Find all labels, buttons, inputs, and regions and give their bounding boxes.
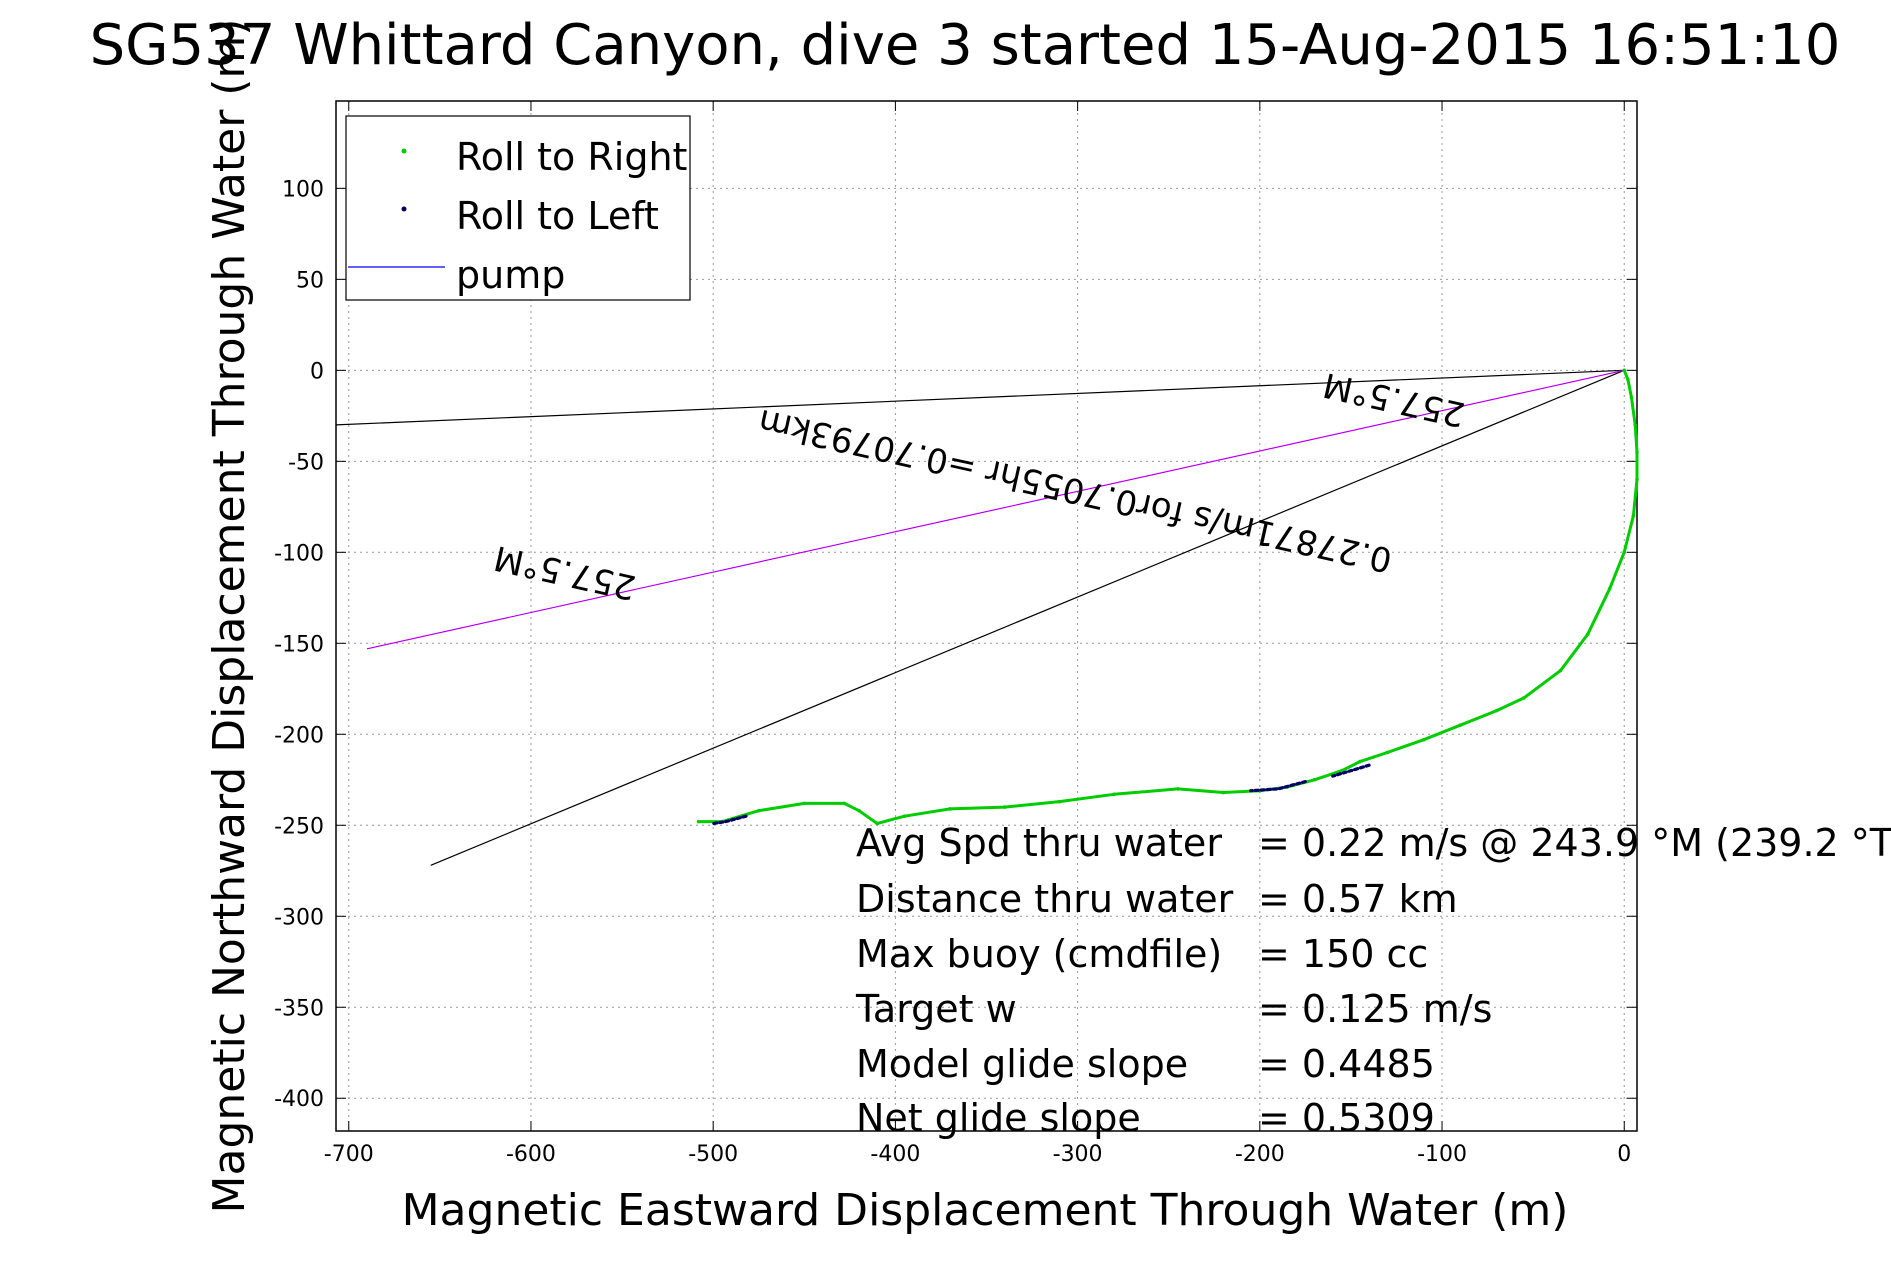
y-tick-label: -350 — [274, 996, 324, 1021]
chart-title: SG537 Whittard Canyon, dive 3 started 15… — [90, 13, 1841, 78]
series-point — [875, 821, 879, 826]
series-point — [1358, 759, 1362, 764]
series-point — [1633, 423, 1637, 427]
series-point — [1626, 377, 1630, 382]
series-point — [842, 801, 847, 806]
series-point — [1002, 805, 1007, 809]
stat-value-target-w: = 0.125 m/s — [1258, 987, 1492, 1031]
series-point — [1558, 668, 1563, 673]
series-point — [1622, 368, 1627, 373]
series-point — [948, 807, 952, 811]
x-axis-ticks: -700 -600 -500 -400 -300 -200 -100 0 — [324, 101, 1631, 1167]
series-point — [1607, 586, 1612, 591]
series-point — [1112, 792, 1116, 797]
dive-statistics: Avg Spd thru water = 0.22 m/s @ 243.9 °M… — [855, 821, 1891, 1140]
y-tick-label: -50 — [288, 450, 324, 475]
stat-label-net-glide: Net glide slope — [856, 1096, 1141, 1140]
plot-frame — [335, 100, 1638, 1132]
stat-value-net-glide: = 0.5309 — [1258, 1096, 1435, 1140]
reference-line — [366, 370, 1625, 650]
series-point — [1586, 632, 1590, 636]
legend-marker-roll-left — [401, 206, 407, 212]
series-point — [1635, 477, 1639, 482]
series-point — [1494, 708, 1499, 713]
reference-lines — [335, 369, 1625, 866]
stat-value-max-buoy: = 150 cc — [1258, 932, 1428, 976]
series-point — [802, 801, 807, 806]
series-point — [1622, 550, 1627, 555]
stat-label-max-buoy: Max buoy (cmdfile) — [856, 932, 1222, 976]
stat-label-target-w: Target w — [855, 987, 1017, 1031]
stat-label-model-glide: Model glide slope — [856, 1042, 1188, 1086]
legend-marker-roll-right — [401, 148, 407, 154]
stat-label-distance: Distance thru water — [856, 877, 1234, 921]
series-point — [1458, 723, 1463, 727]
x-tick-label: -100 — [1417, 1142, 1467, 1167]
line-label: 0.27871m/s for0.7055hr =0.70793km — [755, 401, 1396, 580]
series-point — [1385, 750, 1390, 755]
y-tick-label: 50 — [296, 268, 324, 293]
y-tick-label: -400 — [274, 1087, 324, 1112]
series-point — [1522, 696, 1526, 700]
series-point — [1312, 777, 1317, 782]
y-tick-label: -250 — [274, 814, 324, 839]
x-tick-label: -200 — [1235, 1142, 1285, 1167]
reference-line — [335, 369, 1625, 426]
stat-value-model-glide: = 0.4485 — [1258, 1042, 1435, 1086]
y-tick-label: -300 — [274, 905, 324, 930]
series-roll-left-segment — [711, 814, 748, 826]
series-point — [696, 819, 701, 824]
x-tick-label: -400 — [870, 1142, 920, 1167]
y-axis-label: Magnetic Northward Displacement Through … — [204, 19, 255, 1214]
line-label: 257.5°M — [491, 537, 640, 607]
reference-line — [430, 369, 1625, 866]
y-tick-label: -150 — [274, 632, 324, 657]
x-tick-label: 0 — [1617, 1142, 1631, 1167]
y-tick-label: 0 — [310, 359, 324, 384]
series-point — [1176, 787, 1180, 791]
stat-value-distance: = 0.57 km — [1258, 877, 1458, 921]
legend-label-pump: pump — [456, 253, 565, 297]
series-point — [857, 808, 861, 813]
series-point — [1422, 737, 1426, 742]
line-label: 257.5°M — [1320, 364, 1469, 434]
series-roll-left-segment — [1249, 780, 1307, 793]
series-point — [1057, 799, 1062, 804]
series-point — [1631, 514, 1636, 518]
y-tick-label: 100 — [282, 177, 324, 202]
series-roll-left-segment — [1331, 763, 1371, 778]
track-series — [696, 368, 1639, 826]
x-tick-label: -600 — [506, 1142, 556, 1167]
y-tick-label: -200 — [274, 723, 324, 748]
x-tick-label: -500 — [688, 1142, 738, 1167]
series-point — [756, 808, 761, 813]
legend-label-roll-left: Roll to Left — [456, 194, 659, 238]
y-tick-label: -100 — [274, 541, 324, 566]
y-axis-ticks: 100 50 0 -50 -100 -150 -200 -250 -300 -350 -400 — [274, 177, 1637, 1112]
x-tick-label: -300 — [1053, 1142, 1103, 1167]
stat-label-avg-speed: Avg Spd thru water — [856, 821, 1222, 865]
legend-label-roll-right: Roll to Right — [456, 135, 687, 179]
legend: Roll to Right Roll to Left pump — [345, 115, 691, 301]
stat-value-avg-speed: = 0.22 m/s @ 243.9 °M (239.2 °T) — [1258, 821, 1891, 865]
series-point — [1635, 450, 1639, 455]
x-tick-label: -700 — [324, 1142, 374, 1167]
line-labels: 257.5°M0.27871m/s for0.7055hr =0.70793km… — [491, 364, 1469, 607]
x-axis-label: Magnetic Eastward Displacement Through W… — [402, 1185, 1569, 1236]
series-point — [1629, 395, 1634, 400]
series-point — [1221, 790, 1226, 795]
series-point — [902, 814, 907, 818]
